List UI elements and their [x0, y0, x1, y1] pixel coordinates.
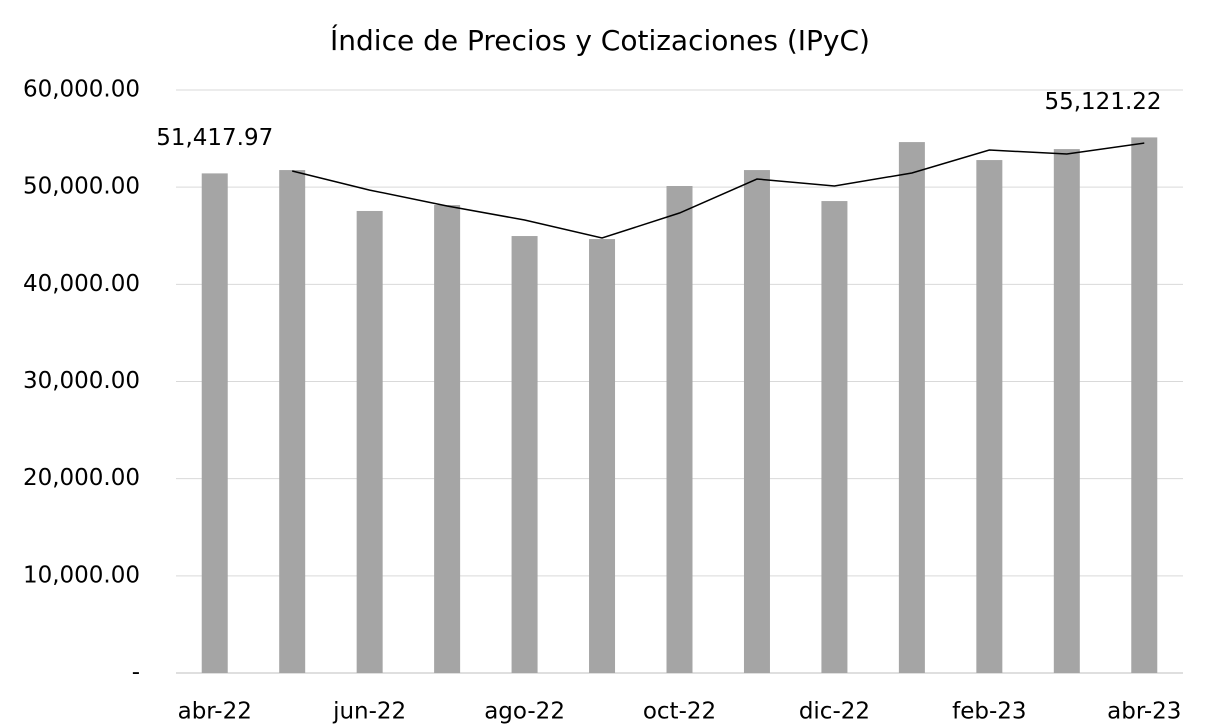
y-tick-label: - — [132, 660, 140, 686]
bar — [898, 142, 925, 674]
y-tick-label: 60,000.00 — [23, 77, 140, 103]
chart-title: Índice de Precios y Cotizaciones (IPyC) — [330, 23, 870, 57]
bar — [434, 205, 461, 673]
bar — [976, 160, 1003, 674]
bar — [743, 170, 770, 673]
bar — [201, 173, 228, 673]
y-tick-label: 50,000.00 — [23, 174, 140, 200]
y-tick-label: 10,000.00 — [23, 562, 140, 588]
bar — [279, 170, 306, 673]
x-tick-label: abr-23 — [1107, 699, 1181, 725]
y-tick-label: 40,000.00 — [23, 271, 140, 297]
x-tick-label: jun-22 — [332, 699, 406, 725]
data-label: 51,417.97 — [156, 125, 273, 151]
x-tick-label: oct-22 — [643, 699, 716, 725]
bar — [1131, 137, 1158, 674]
x-tick-label: dic-22 — [799, 699, 870, 725]
bar — [356, 210, 383, 673]
line — [292, 142, 1145, 239]
bar — [1053, 149, 1080, 673]
x-tick-label: abr-22 — [178, 699, 252, 725]
y-tick-label: 30,000.00 — [23, 368, 140, 394]
bar — [589, 239, 616, 674]
bar — [666, 186, 693, 673]
data-label: 55,121.22 — [1044, 89, 1161, 115]
x-tick-label: feb-23 — [952, 699, 1026, 725]
x-tick-label: ago-22 — [484, 699, 565, 725]
bar — [511, 236, 538, 673]
bar — [821, 201, 848, 673]
y-tick-label: 20,000.00 — [23, 465, 140, 491]
